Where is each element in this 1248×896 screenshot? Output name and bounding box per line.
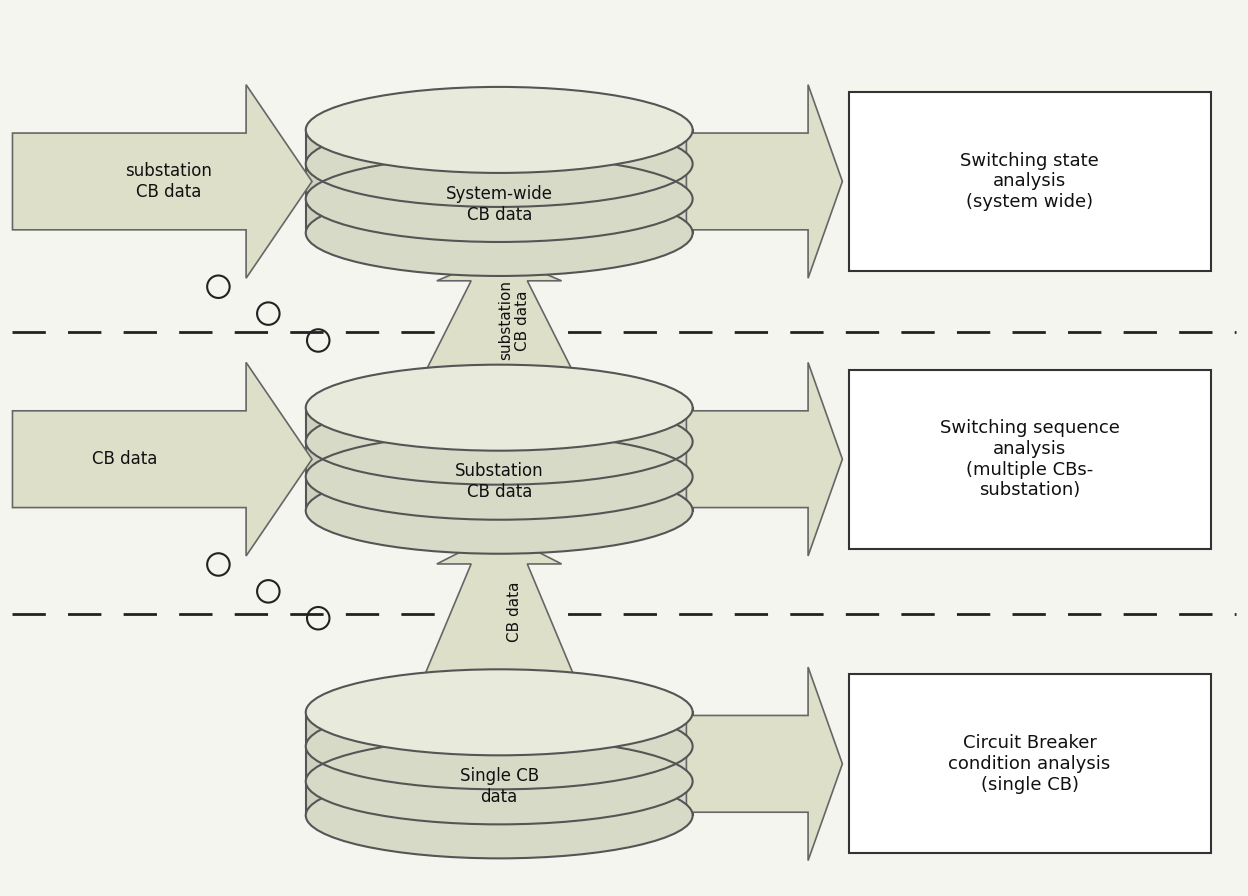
Ellipse shape	[306, 190, 693, 276]
Text: System-wide
CB data: System-wide CB data	[446, 185, 553, 223]
Polygon shape	[306, 712, 693, 815]
Polygon shape	[686, 362, 842, 556]
Polygon shape	[686, 667, 842, 860]
Text: Circuit Breaker
condition analysis
(single CB): Circuit Breaker condition analysis (sing…	[948, 734, 1111, 794]
Ellipse shape	[306, 399, 693, 485]
Polygon shape	[686, 84, 842, 278]
Polygon shape	[849, 91, 1211, 271]
Polygon shape	[849, 369, 1211, 548]
Polygon shape	[306, 408, 693, 511]
Ellipse shape	[306, 87, 693, 173]
Text: Substation
CB data: Substation CB data	[454, 462, 544, 501]
Polygon shape	[418, 532, 580, 691]
Ellipse shape	[306, 365, 693, 451]
Ellipse shape	[306, 772, 693, 858]
Text: Switching state
analysis
(system wide): Switching state analysis (system wide)	[960, 151, 1099, 211]
Polygon shape	[306, 712, 354, 815]
Text: CB data: CB data	[92, 450, 157, 469]
Text: substation
CB data: substation CB data	[498, 280, 530, 360]
Ellipse shape	[306, 669, 693, 755]
Ellipse shape	[306, 703, 693, 789]
Ellipse shape	[306, 121, 693, 207]
Text: Single CB
data: Single CB data	[459, 767, 539, 806]
Polygon shape	[306, 130, 693, 233]
Polygon shape	[12, 362, 312, 556]
Ellipse shape	[306, 738, 693, 824]
Ellipse shape	[306, 434, 693, 520]
Text: substation
CB data: substation CB data	[125, 162, 212, 201]
Polygon shape	[849, 674, 1211, 853]
Text: Switching sequence
analysis
(multiple CBs-
substation): Switching sequence analysis (multiple CB…	[940, 419, 1119, 499]
Polygon shape	[418, 254, 580, 386]
Polygon shape	[306, 130, 354, 233]
Ellipse shape	[306, 156, 693, 242]
Ellipse shape	[306, 468, 693, 554]
Text: CB data: CB data	[507, 582, 522, 642]
Polygon shape	[12, 84, 312, 278]
Polygon shape	[306, 408, 354, 511]
